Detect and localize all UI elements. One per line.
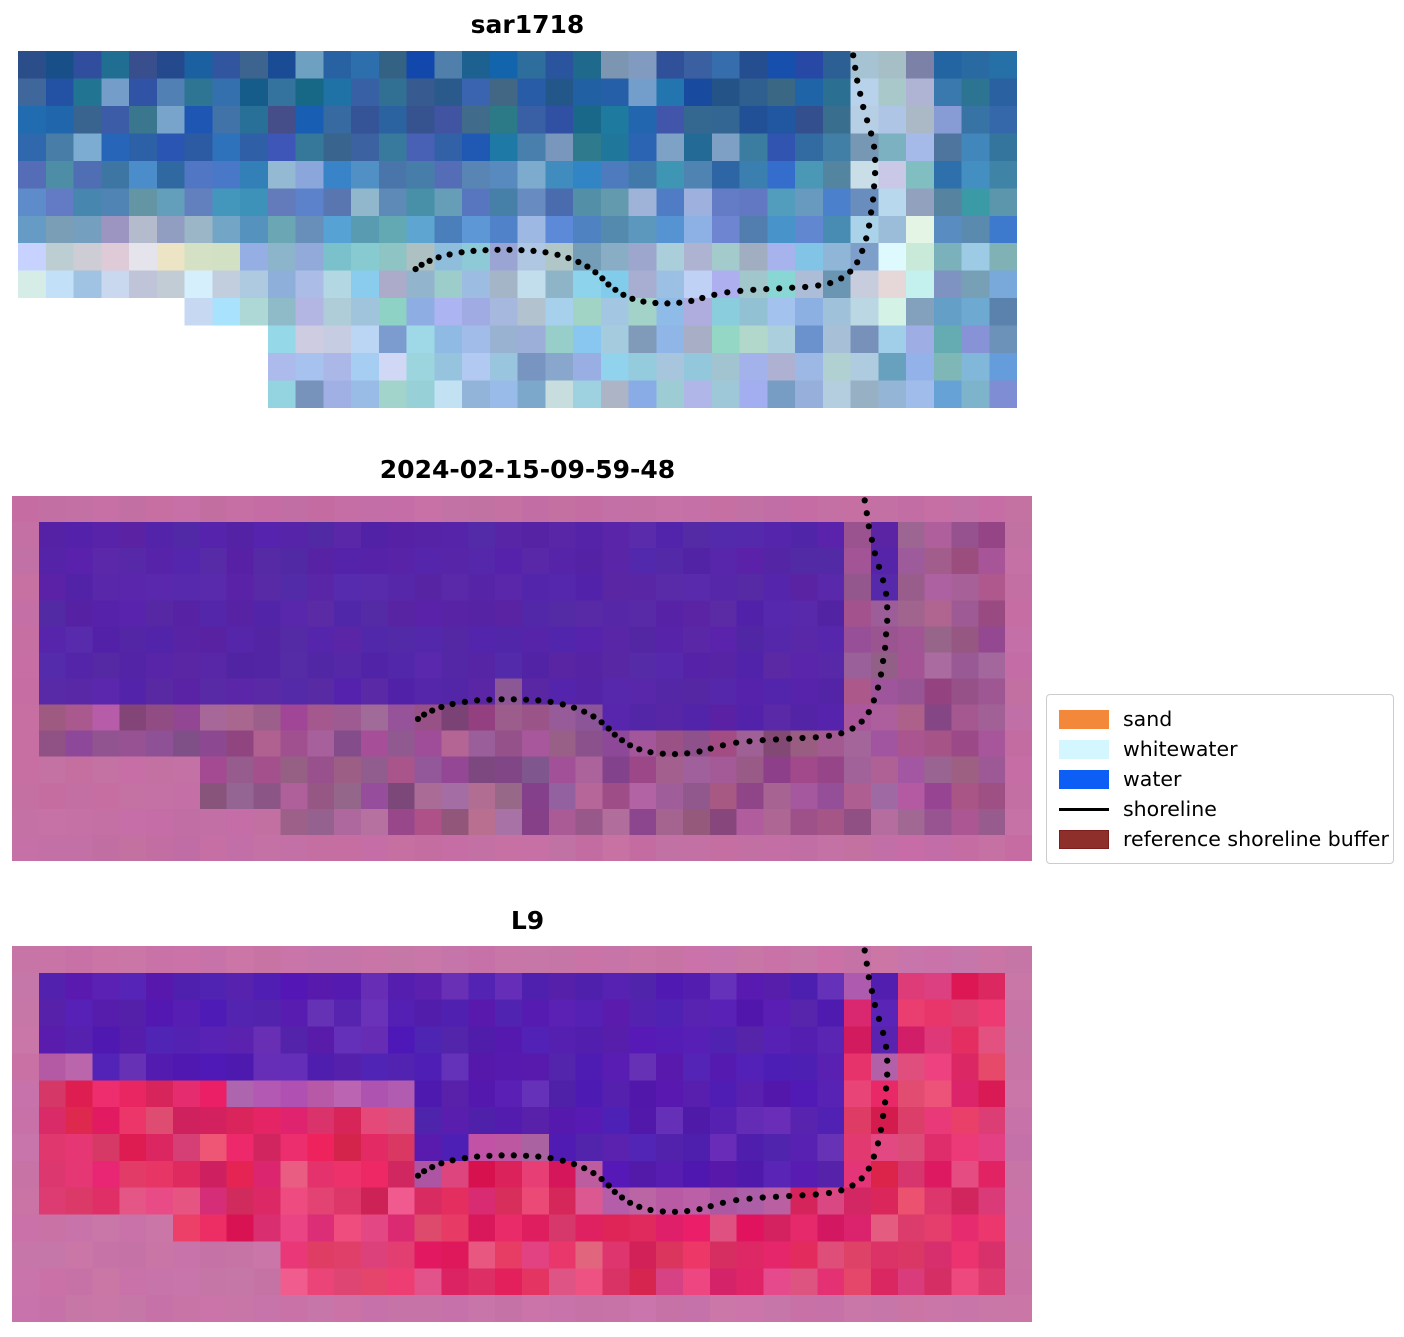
legend-item-sand[interactable]: sand [1059, 704, 1383, 734]
swatch-reference-buffer-icon [1059, 829, 1109, 849]
swatch-whitewater-icon [1059, 739, 1109, 759]
legend-label-whitewater: whitewater [1123, 736, 1238, 761]
legend-label-reference-buffer: reference shoreline buffer [1123, 826, 1389, 851]
legend-label-sand: sand [1123, 706, 1173, 731]
raster-sar-rgb[interactable] [18, 51, 1017, 408]
swatch-water-icon [1059, 769, 1109, 789]
swatch-sand-icon [1059, 709, 1109, 729]
legend: sand whitewater water shoreline referenc… [1046, 694, 1394, 864]
panel-title-classified-2024: 2024-02-15-09-59-48 [379, 455, 676, 484]
legend-item-reference-buffer[interactable]: reference shoreline buffer [1059, 824, 1389, 854]
legend-item-whitewater[interactable]: whitewater [1059, 734, 1383, 764]
line-shoreline-icon [1059, 807, 1109, 811]
panel-title-sar-rgb: sar1718 [470, 10, 585, 39]
legend-item-shoreline[interactable]: shoreline [1059, 794, 1383, 824]
legend-label-water: water [1123, 766, 1182, 791]
legend-label-shoreline: shoreline [1123, 796, 1217, 821]
raster-classified-2024[interactable] [12, 496, 1032, 861]
raster-l9[interactable] [12, 946, 1032, 1322]
legend-item-water[interactable]: water [1059, 764, 1383, 794]
panel-title-l9: L9 [510, 906, 545, 935]
